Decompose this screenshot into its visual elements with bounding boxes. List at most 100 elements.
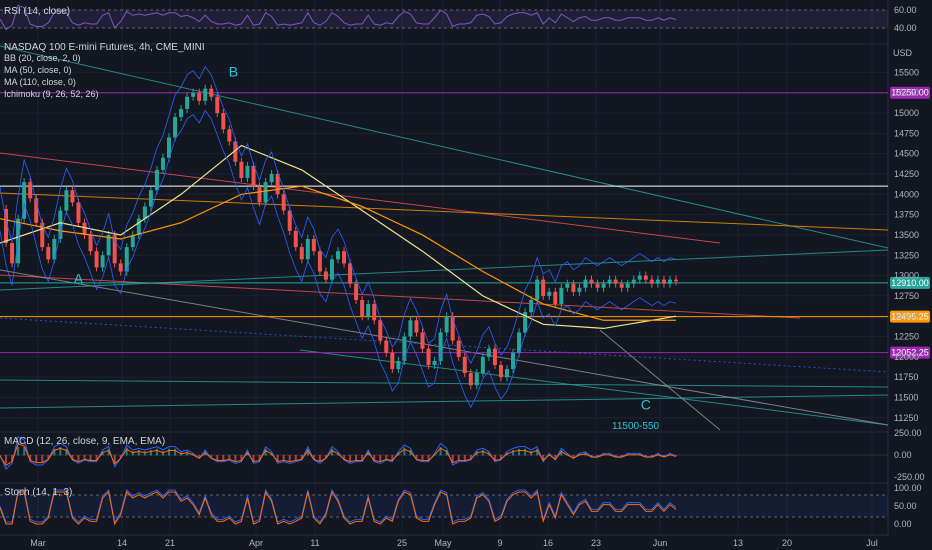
candle-body bbox=[118, 263, 123, 272]
candle-body bbox=[281, 194, 286, 211]
trendline bbox=[0, 394, 889, 409]
macd-histogram-bar bbox=[41, 455, 44, 463]
candle-body bbox=[305, 239, 310, 260]
price-level-tag bbox=[890, 346, 930, 359]
trendline bbox=[0, 152, 721, 244]
macd-histogram-bar bbox=[542, 455, 545, 461]
y-tick-label: 13500 bbox=[894, 230, 919, 240]
macd-histogram-bar bbox=[403, 447, 406, 456]
macd-histogram-bar bbox=[198, 455, 201, 458]
candle-body bbox=[94, 251, 99, 268]
macd-histogram-bar bbox=[355, 455, 358, 461]
candle-body bbox=[517, 332, 522, 353]
candle-body bbox=[613, 279, 618, 284]
macd-histogram-bar bbox=[5, 455, 8, 464]
macd-histogram-bar bbox=[11, 455, 14, 462]
trendlines[interactable] bbox=[0, 45, 889, 431]
macd-histogram-bar bbox=[572, 455, 575, 458]
candle-body bbox=[323, 271, 328, 280]
y-tick-label: 14500 bbox=[894, 149, 919, 159]
macd-histogram-bar bbox=[499, 455, 502, 460]
price-series[interactable]: A B C bbox=[0, 63, 678, 413]
trendline bbox=[0, 274, 801, 319]
candle-body bbox=[505, 369, 509, 378]
macd-histogram-bar bbox=[391, 455, 394, 461]
macd-histogram-bar bbox=[644, 455, 647, 457]
axes: 15500 15250 15000 14750 14500 14250 14000 13750… bbox=[30, 67, 919, 548]
candle-body bbox=[492, 348, 497, 365]
x-tick-label: 25 bbox=[397, 538, 407, 548]
stoch-pane[interactable]: 100.00 50.00 0.00 bbox=[0, 483, 922, 529]
y-tick-label: 13000 bbox=[894, 271, 919, 281]
candle-body bbox=[209, 88, 214, 97]
macd-histogram-bar bbox=[83, 455, 86, 460]
y-tick-label: 14750 bbox=[894, 128, 919, 138]
candle-body bbox=[565, 283, 570, 288]
macd-level-label: 250.00 bbox=[894, 428, 922, 438]
candle-body bbox=[263, 182, 268, 203]
candle-body bbox=[498, 364, 503, 378]
price-levels[interactable]: 15250.00 12910.00 12495.25 12052.25 bbox=[0, 86, 930, 359]
x-tick-label: 13 bbox=[733, 538, 743, 548]
macd-histogram-bar bbox=[421, 455, 424, 461]
candle-body bbox=[148, 190, 153, 207]
y-tick-label: 11500 bbox=[894, 392, 918, 402]
candle-body bbox=[595, 283, 600, 288]
candle-body bbox=[450, 316, 455, 341]
rsi-pane[interactable]: 60.00 40.00 bbox=[0, 4, 917, 33]
candle-body bbox=[257, 186, 262, 203]
rsi-label: RSI (14, close) bbox=[4, 6, 71, 17]
candle-body bbox=[541, 279, 546, 296]
macd-histogram-bar bbox=[137, 450, 140, 456]
candle-body bbox=[52, 239, 57, 260]
y-tick-label: 12250 bbox=[894, 332, 919, 342]
macd-histogram-bar bbox=[131, 451, 134, 456]
candle-body bbox=[468, 373, 473, 386]
trendline bbox=[0, 45, 889, 249]
macd-histogram-bar bbox=[288, 455, 291, 462]
x-tick-label: 23 bbox=[591, 538, 601, 548]
legend-bb: BB (20, close, 2, 0) bbox=[4, 53, 81, 63]
candle-body bbox=[553, 291, 558, 305]
macd-histogram-bar bbox=[385, 455, 388, 460]
candle-body bbox=[203, 88, 208, 101]
macd-histogram-bar bbox=[47, 455, 50, 460]
target-annotation: 11500-550 bbox=[612, 421, 660, 432]
macd-histogram-bar bbox=[415, 455, 418, 460]
candle-body bbox=[142, 206, 147, 219]
macd-histogram-bar bbox=[481, 450, 484, 456]
macd-histogram-bar bbox=[330, 448, 333, 456]
candle-body bbox=[474, 373, 479, 386]
candle-body bbox=[221, 113, 226, 130]
macd-histogram-bar bbox=[35, 455, 38, 463]
macd-histogram-bar bbox=[294, 455, 297, 461]
candle-body bbox=[601, 283, 606, 288]
y-tick-label: 15500 bbox=[894, 67, 919, 77]
candle-body bbox=[185, 96, 190, 109]
macd-histogram-bar bbox=[155, 448, 158, 456]
candle-body bbox=[486, 348, 491, 357]
candle-body bbox=[655, 279, 660, 284]
y-tick-label: 11750 bbox=[894, 372, 918, 382]
macd-histogram-bar bbox=[530, 451, 533, 456]
candle-body bbox=[34, 198, 39, 223]
candle-body bbox=[106, 234, 111, 256]
y-tick-label: 12750 bbox=[894, 291, 919, 301]
candle-body bbox=[511, 352, 516, 370]
candle-body bbox=[112, 234, 117, 264]
candle-body bbox=[22, 182, 27, 219]
candle-body bbox=[631, 279, 636, 284]
candle-body bbox=[299, 247, 304, 260]
candle-body bbox=[559, 287, 564, 305]
stoch-level-label: 50.00 bbox=[894, 501, 917, 511]
macd-pane[interactable]: 250.00 0.00 -250.00 bbox=[0, 428, 925, 482]
macd-histogram-bar bbox=[252, 455, 255, 462]
candle-body bbox=[70, 190, 75, 203]
macd-histogram-bar bbox=[318, 455, 321, 462]
candle-body bbox=[649, 279, 654, 284]
macd-histogram-bar bbox=[168, 448, 170, 456]
macd-histogram-bar bbox=[512, 450, 515, 456]
x-tick-label: Mar bbox=[30, 538, 46, 548]
candle-body bbox=[58, 210, 63, 239]
